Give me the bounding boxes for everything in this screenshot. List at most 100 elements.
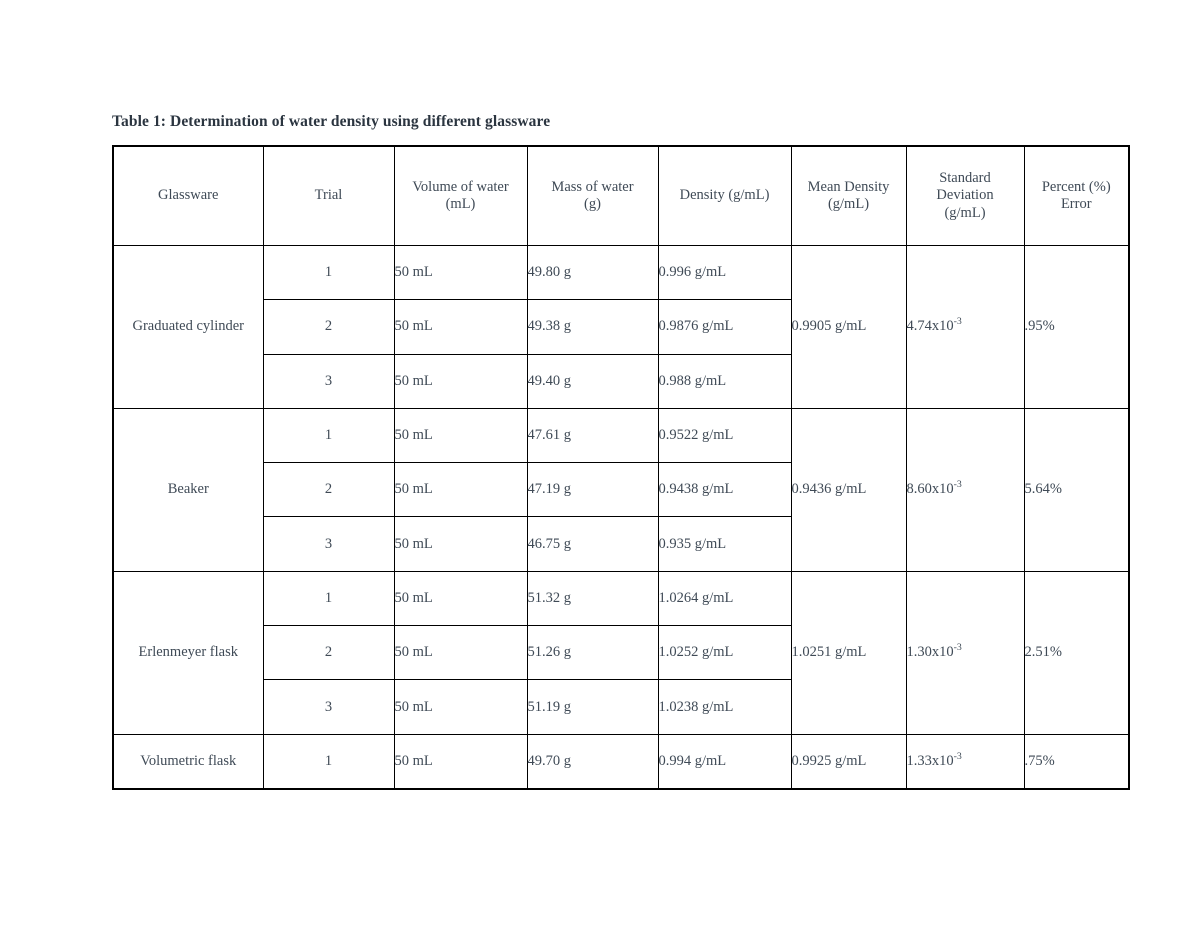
std-exponent: -3 xyxy=(953,751,962,763)
std-mantissa: 1.33x10 xyxy=(906,752,954,769)
cell-volume: 50 mL xyxy=(393,407,528,464)
cell-density: 0.994 g/mL xyxy=(657,733,792,790)
table-header-row: Glassware Trial Volume of water (mL) Mas… xyxy=(112,145,1130,246)
header-std-line2: Deviation xyxy=(936,187,994,204)
cell-standard-deviation: 1.33x10-3 xyxy=(905,733,1025,790)
table-row: 3 50 mL 51.19 g 1.0238 g/mL xyxy=(113,679,1129,735)
cell-mass: 47.61 g xyxy=(526,407,659,464)
std-exponent: -3 xyxy=(953,642,962,654)
cell-density: 1.0264 g/mL xyxy=(657,570,792,627)
cell-density: 0.9522 g/mL xyxy=(657,407,792,464)
header-volume-line1: Volume of water xyxy=(412,178,509,195)
cell-mean-density: 0.9905 g/mL xyxy=(790,245,907,409)
table-row: 2 50 mL 49.38 g 0.9876 g/mL xyxy=(113,299,1129,355)
cell-trial: 2 xyxy=(262,625,395,681)
table-row: 2 50 mL 51.26 g 1.0252 g/mL xyxy=(113,625,1129,681)
header-std-line1: Standard xyxy=(939,170,991,187)
table-row: 2 50 mL 47.19 g 0.9438 g/mL xyxy=(113,462,1129,518)
cell-volume: 50 mL xyxy=(393,353,528,409)
header-mean-density: Mean Density (g/mL) xyxy=(790,145,907,246)
cell-density: 0.988 g/mL xyxy=(657,353,792,409)
cell-mass: 49.38 g xyxy=(526,299,659,355)
header-mean-line2: (g/mL) xyxy=(827,196,870,212)
table-row: Volumetric flask 1 50 mL 49.70 g 0.994 g… xyxy=(112,733,1130,790)
header-density-label: Density (g/mL) xyxy=(679,187,770,204)
cell-volume: 50 mL xyxy=(393,625,528,681)
cell-trial: 1 xyxy=(262,407,395,464)
cell-standard-deviation: 1.30x10-3 xyxy=(905,570,1025,735)
cell-glassware: Volumetric flask xyxy=(112,733,264,790)
cell-mass: 46.75 g xyxy=(526,516,659,572)
cell-standard-deviation: 4.74x10-3 xyxy=(905,245,1025,409)
table-row: Beaker 1 50 mL 47.61 g 0.9522 g/mL 0.943… xyxy=(112,407,1130,572)
cell-percent-error: .75% xyxy=(1023,733,1130,790)
cell-mass: 49.40 g xyxy=(526,353,659,409)
cell-percent-error: .95% xyxy=(1023,245,1130,409)
cell-trial: 1 xyxy=(262,244,395,301)
cell-trial: 1 xyxy=(262,570,395,627)
header-percent-error: Percent (%) Error xyxy=(1023,145,1130,246)
std-exponent: -3 xyxy=(953,316,962,328)
cell-density: 0.935 g/mL xyxy=(657,516,792,572)
std-mantissa: 4.74x10 xyxy=(906,318,954,335)
header-mass-of-water: Mass of water (g) xyxy=(526,145,659,246)
water-density-table: Glassware Trial Volume of water (mL) Mas… xyxy=(112,145,1130,791)
cell-glassware: Erlenmeyer flask xyxy=(112,570,264,735)
cell-density: 1.0252 g/mL xyxy=(657,625,792,681)
cell-mean-density: 1.0251 g/mL xyxy=(790,570,907,735)
cell-percent-error: 5.64% xyxy=(1023,407,1130,572)
header-trial-label: Trial xyxy=(314,187,343,204)
cell-volume: 50 mL xyxy=(393,462,528,518)
cell-mean-density: 0.9436 g/mL xyxy=(790,407,907,572)
header-mass-line1: Mass of water xyxy=(551,178,634,195)
header-volume-of-water: Volume of water (mL) xyxy=(393,145,528,246)
cell-trial: 2 xyxy=(262,462,395,518)
header-volume-line2: (mL) xyxy=(445,196,476,212)
table-row: 3 50 mL 46.75 g 0.935 g/mL xyxy=(113,516,1129,572)
std-mantissa: 8.60x10 xyxy=(906,481,954,498)
cell-density: 0.9438 g/mL xyxy=(657,462,792,518)
header-glassware-label: Glassware xyxy=(158,187,219,204)
header-err-line1: Percent (%) xyxy=(1041,178,1111,195)
cell-density: 0.9876 g/mL xyxy=(657,299,792,355)
table-row: 3 50 mL 49.40 g 0.988 g/mL xyxy=(113,353,1129,409)
header-glassware: Glassware xyxy=(112,145,264,246)
table-row: Erlenmeyer flask 1 50 mL 51.32 g 1.0264 … xyxy=(112,570,1130,735)
cell-density: 1.0238 g/mL xyxy=(657,679,792,735)
header-err-line2: Error xyxy=(1060,196,1092,212)
cell-trial: 2 xyxy=(262,299,395,355)
cell-glassware: Beaker xyxy=(112,407,264,572)
cell-trial: 3 xyxy=(262,516,395,572)
cell-mass: 51.19 g xyxy=(526,679,659,735)
cell-trial: 3 xyxy=(262,679,395,735)
cell-standard-deviation: 8.60x10-3 xyxy=(905,407,1025,572)
cell-volume: 50 mL xyxy=(393,679,528,735)
cell-mass: 51.26 g xyxy=(526,625,659,681)
cell-mass: 51.32 g xyxy=(526,570,659,627)
cell-glassware: Graduated cylinder xyxy=(112,245,264,409)
table-row: Graduated cylinder 1 50 mL 49.80 g 0.996… xyxy=(112,244,1130,409)
header-mean-line1: Mean Density xyxy=(807,178,890,195)
cell-trial: 3 xyxy=(262,353,395,409)
std-exponent: -3 xyxy=(953,479,962,491)
cell-volume: 50 mL xyxy=(393,299,528,355)
cell-trial: 1 xyxy=(262,733,395,790)
cell-density: 0.996 g/mL xyxy=(657,244,792,301)
cell-volume: 50 mL xyxy=(393,244,528,301)
header-std-line3: (g/mL) xyxy=(944,204,986,221)
cell-mass: 47.19 g xyxy=(526,462,659,518)
header-density: Density (g/mL) xyxy=(657,145,792,246)
cell-volume: 50 mL xyxy=(393,570,528,627)
std-mantissa: 1.30x10 xyxy=(906,644,954,661)
table-caption: Table 1: Determination of water density … xyxy=(112,113,551,130)
cell-volume: 50 mL xyxy=(393,733,528,790)
cell-volume: 50 mL xyxy=(393,516,528,572)
cell-mass: 49.70 g xyxy=(526,733,659,790)
header-standard-deviation: Standard Deviation (g/mL) xyxy=(905,145,1025,246)
header-mass-line2: (g) xyxy=(584,196,601,212)
cell-mean-density: 0.9925 g/mL xyxy=(790,733,907,790)
cell-mass: 49.80 g xyxy=(526,244,659,301)
cell-percent-error: 2.51% xyxy=(1023,570,1130,735)
header-trial: Trial xyxy=(262,145,395,246)
